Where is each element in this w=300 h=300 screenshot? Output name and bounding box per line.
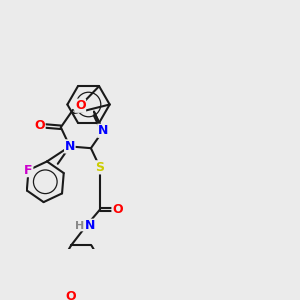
Text: F: F xyxy=(24,164,33,177)
Text: N: N xyxy=(64,140,75,153)
Text: H: H xyxy=(75,221,85,231)
Text: N: N xyxy=(85,219,95,232)
Text: N: N xyxy=(98,124,108,137)
Text: O: O xyxy=(65,290,76,300)
Text: O: O xyxy=(112,203,123,216)
Text: S: S xyxy=(95,161,104,174)
Text: O: O xyxy=(34,119,45,132)
Text: O: O xyxy=(75,99,86,112)
